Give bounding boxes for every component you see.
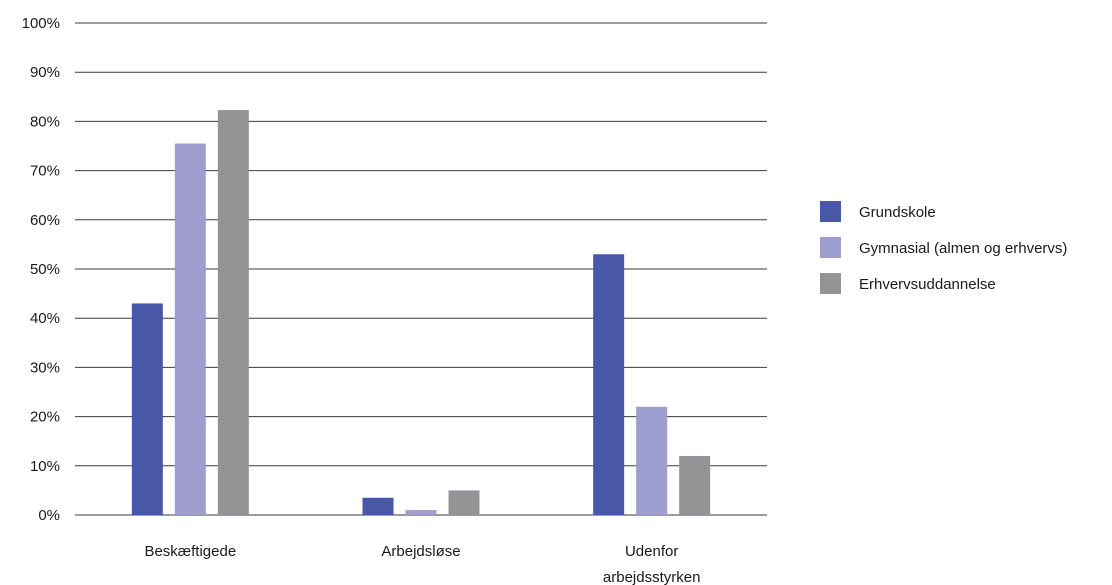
bar	[636, 406, 668, 515]
y-tick-label: 90%	[30, 64, 60, 81]
bar	[174, 143, 206, 516]
y-axis-ticks: 0% 10% 20% 30% 40% 50% 60% 70% 80% 90% 100%	[22, 15, 60, 524]
y-tick-label: 100%	[22, 15, 60, 32]
x-axis-categories: Beskæftigede Arbejdsløse Udenfor arbejdssty…	[144, 543, 700, 585]
y-tick-label: 60%	[30, 212, 60, 229]
legend: Grundskole Gymnasial (almen og erhvervs) E…	[820, 201, 1067, 294]
x-category-label: Beskæftigede	[144, 543, 236, 560]
y-tick-label: 20%	[30, 409, 60, 426]
y-tick-label: 80%	[30, 113, 60, 130]
bar	[593, 254, 625, 516]
y-tick-label: 50%	[30, 261, 60, 278]
legend-label: Grundskole	[859, 204, 936, 221]
y-tick-label: 40%	[30, 310, 60, 327]
legend-label: Erhvervsuddannelse	[859, 276, 996, 293]
bar	[217, 110, 249, 516]
legend-label: Gymnasial (almen og erhvervs)	[859, 240, 1067, 257]
x-category-label: Udenfor arbejdsstyrken	[603, 543, 701, 585]
y-tick-label: 30%	[30, 359, 60, 376]
y-tick-label: 10%	[30, 458, 60, 475]
legend-swatch	[820, 273, 841, 294]
legend-swatch	[820, 237, 841, 258]
x-category-label: Arbejdsløse	[381, 543, 460, 560]
bar	[362, 497, 394, 515]
bars	[131, 110, 711, 516]
legend-swatch	[820, 201, 841, 222]
y-tick-label: 70%	[30, 163, 60, 180]
bar	[679, 455, 711, 515]
bar	[405, 510, 437, 515]
y-tick-label: 0%	[38, 507, 60, 524]
bar	[448, 490, 480, 515]
bar	[131, 303, 163, 515]
